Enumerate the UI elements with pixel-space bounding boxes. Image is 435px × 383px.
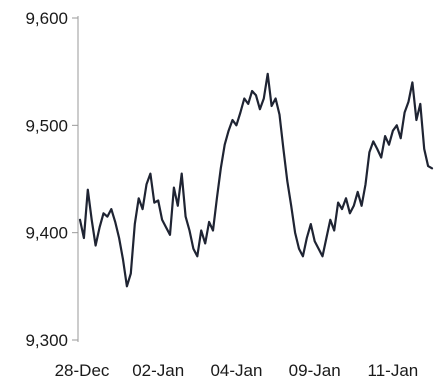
x-tick-label: 11-Jan <box>368 361 419 380</box>
x-tick-label: 04-Jan <box>210 361 262 380</box>
x-tick-label: 28-Dec <box>55 361 110 380</box>
y-tick-label: 9,500 <box>25 116 68 135</box>
y-tick-label: 9,300 <box>25 331 68 350</box>
series-line <box>78 72 434 288</box>
x-tick-label: 02-Jan <box>132 361 184 380</box>
y-tick-label: 9,600 <box>25 9 68 28</box>
y-axis-ticks: 9,600 9,500 9,400 9,300 <box>25 9 78 350</box>
x-tick-label: 09-Jan <box>289 361 341 380</box>
x-axis-ticks: 28-Dec 02-Jan 04-Jan 09-Jan 11-Jan <box>55 361 419 380</box>
y-tick-label: 9,400 <box>25 224 68 243</box>
